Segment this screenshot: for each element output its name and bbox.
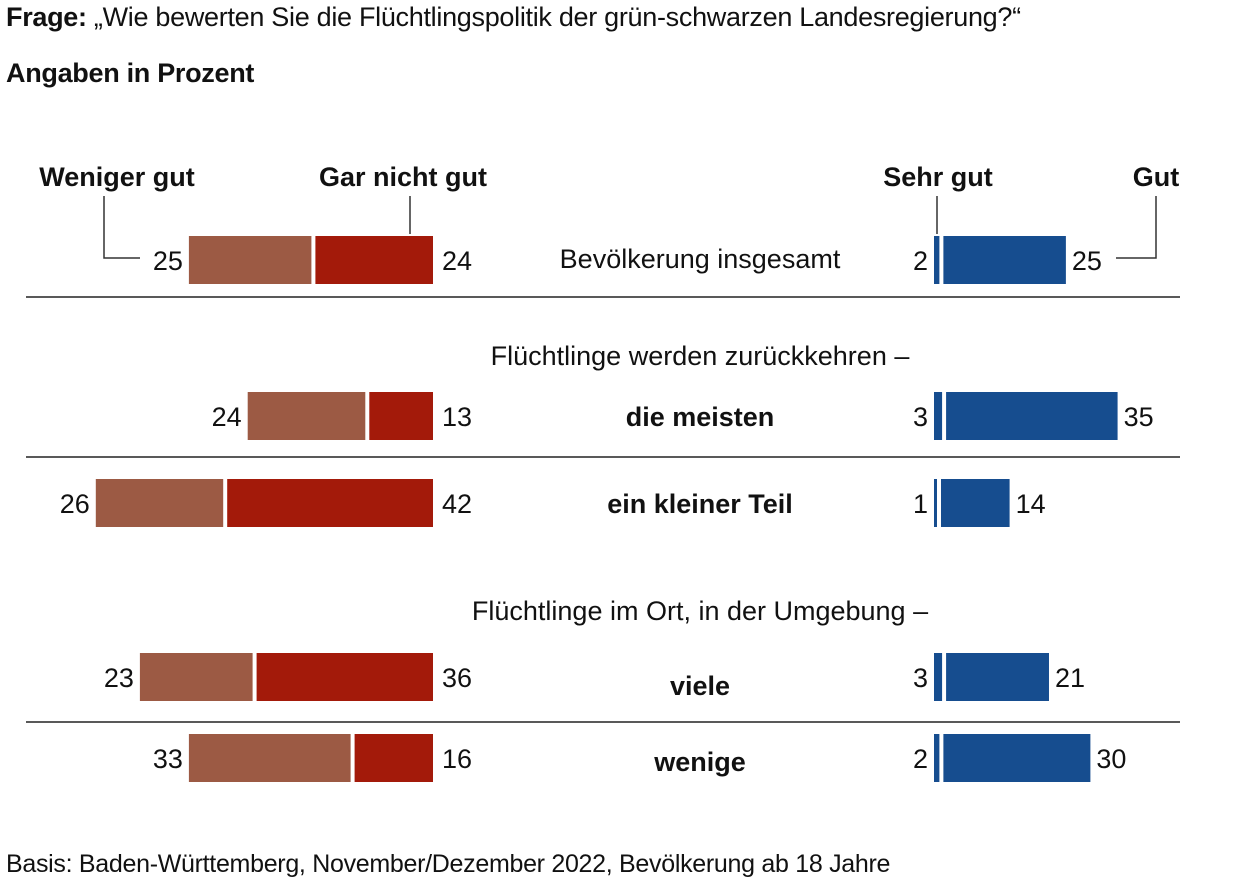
category-label-2: ein kleiner Teil bbox=[607, 489, 793, 519]
value-sehr-gut-2: 1 bbox=[913, 489, 928, 519]
value-weniger-gut-4: 33 bbox=[153, 744, 183, 774]
value-weniger-gut-3: 23 bbox=[104, 663, 134, 693]
leader-weniger-gut bbox=[103, 196, 140, 259]
footer-source: Basis: Baden-Württemberg, November/Dezem… bbox=[6, 850, 891, 878]
bar-sehr-gut-2 bbox=[934, 479, 937, 527]
value-weniger-gut-1: 24 bbox=[212, 402, 242, 432]
value-gar-nicht-gut-0: 24 bbox=[442, 246, 472, 276]
group-heading-1: Flüchtlinge im Ort, in der Umgebung – bbox=[472, 596, 928, 626]
bar-gar-nicht-gut-4 bbox=[354, 734, 433, 782]
bar-weniger-gut-2 bbox=[95, 479, 224, 527]
bar-gut-3 bbox=[946, 653, 1049, 701]
value-gar-nicht-gut-4: 16 bbox=[442, 744, 472, 774]
bar-weniger-gut-1 bbox=[247, 392, 366, 440]
value-sehr-gut-1: 3 bbox=[913, 402, 928, 432]
bar-sehr-gut-0 bbox=[934, 236, 940, 284]
value-weniger-gut-2: 26 bbox=[60, 489, 90, 519]
leader-gut bbox=[1116, 196, 1157, 259]
value-gut-4: 30 bbox=[1096, 744, 1126, 774]
bar-weniger-gut-4 bbox=[188, 734, 351, 782]
bar-gut-0 bbox=[943, 236, 1066, 284]
category-label-4: wenige bbox=[653, 747, 746, 777]
value-sehr-gut-3: 3 bbox=[913, 663, 928, 693]
bar-sehr-gut-3 bbox=[934, 653, 943, 701]
bar-sehr-gut-4 bbox=[934, 734, 940, 782]
legend-weniger-gut: Weniger gut bbox=[39, 162, 195, 192]
value-sehr-gut-4: 2 bbox=[913, 744, 928, 774]
value-gar-nicht-gut-1: 13 bbox=[442, 402, 472, 432]
legend-gut: Gut bbox=[1133, 162, 1180, 192]
category-label-1: die meisten bbox=[626, 402, 775, 432]
value-gut-0: 25 bbox=[1072, 246, 1102, 276]
group-heading-0: Flüchtlinge werden zurückkehren – bbox=[491, 341, 910, 371]
bar-weniger-gut-0 bbox=[188, 236, 312, 284]
chart-subtitle: Angaben in Prozent bbox=[6, 58, 255, 88]
value-gut-2: 14 bbox=[1016, 489, 1046, 519]
bar-gar-nicht-gut-1 bbox=[369, 392, 433, 440]
bar-gut-1 bbox=[946, 392, 1118, 440]
legend-gar-nicht-gut: Gar nicht gut bbox=[319, 162, 487, 192]
value-sehr-gut-0: 2 bbox=[913, 246, 928, 276]
legend-sehr-gut: Sehr gut bbox=[883, 162, 993, 192]
question-prefix: Frage: bbox=[6, 2, 87, 32]
bar-gar-nicht-gut-3 bbox=[256, 653, 433, 701]
value-gar-nicht-gut-2: 42 bbox=[442, 489, 472, 519]
question-body: „Wie bewerten Sie die Flüchtlingspolitik… bbox=[93, 2, 1021, 32]
bar-weniger-gut-3 bbox=[139, 653, 253, 701]
category-label-0: Bevölkerung insgesamt bbox=[560, 244, 841, 274]
question-text: Frage: „Wie bewerten Sie die Flüchtlings… bbox=[6, 2, 1021, 33]
value-gut-1: 35 bbox=[1124, 402, 1154, 432]
bar-gut-4 bbox=[943, 734, 1091, 782]
bar-sehr-gut-1 bbox=[934, 392, 943, 440]
category-label-3: viele bbox=[670, 671, 730, 701]
bar-gar-nicht-gut-2 bbox=[227, 479, 433, 527]
value-gar-nicht-gut-3: 36 bbox=[442, 663, 472, 693]
value-weniger-gut-0: 25 bbox=[153, 246, 183, 276]
bar-gar-nicht-gut-0 bbox=[315, 236, 433, 284]
value-gut-3: 21 bbox=[1055, 663, 1085, 693]
bar-gut-2 bbox=[941, 479, 1010, 527]
